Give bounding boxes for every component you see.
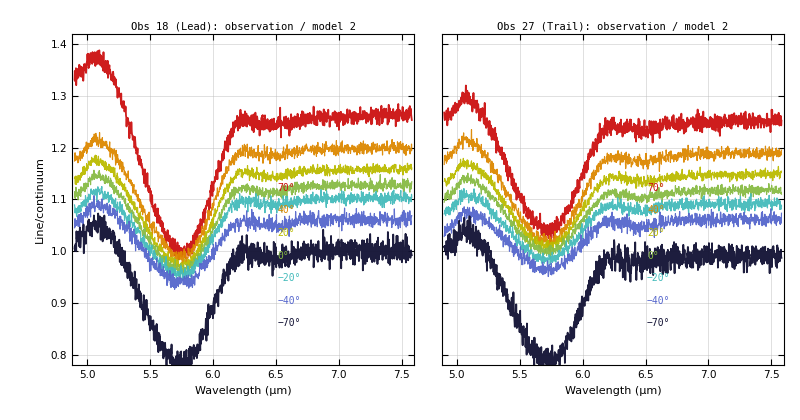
Text: 40°: 40° (647, 205, 665, 215)
Text: −20°: −20° (647, 273, 670, 283)
Text: −70°: −70° (278, 318, 301, 328)
Text: 70°: 70° (647, 183, 665, 193)
Text: 20°: 20° (647, 228, 665, 238)
Text: 40°: 40° (278, 205, 295, 215)
Text: 0°: 0° (278, 251, 289, 260)
Title: Obs 18 (Lead): observation / model 2: Obs 18 (Lead): observation / model 2 (130, 21, 356, 32)
Text: 70°: 70° (278, 183, 295, 193)
Y-axis label: Line/continuum: Line/continuum (35, 156, 45, 243)
Text: 0°: 0° (647, 251, 659, 260)
Title: Obs 27 (Trail): observation / model 2: Obs 27 (Trail): observation / model 2 (498, 21, 729, 32)
X-axis label: Wavelength (μm): Wavelength (μm) (195, 386, 291, 396)
X-axis label: Wavelength (μm): Wavelength (μm) (565, 386, 661, 396)
Text: −70°: −70° (647, 318, 670, 328)
Text: −20°: −20° (278, 273, 301, 283)
Text: 20°: 20° (278, 228, 295, 238)
Text: −40°: −40° (647, 296, 670, 306)
Text: −40°: −40° (278, 296, 301, 306)
